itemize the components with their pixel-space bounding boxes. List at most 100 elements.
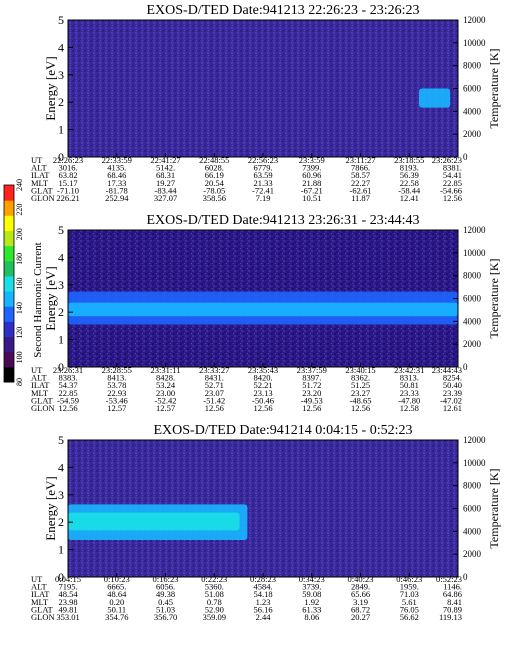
y-tick-label: 3 [58,488,64,502]
info-cell: 50.11 [107,604,126,614]
info-cell: 7195. [58,582,77,592]
info-cell: 22.93 [107,388,126,398]
y-right-axis-label: Temperature [K] [487,258,501,338]
info-cell: -47.80 [398,395,420,405]
info-cell: 60.96 [302,170,321,180]
info-cell: 17.33 [107,178,126,188]
spectrogram-band [68,512,240,531]
colorbar-tick-label: 80 [15,378,24,386]
info-cell: 8381. [443,163,462,173]
info-cell: 20.54 [205,178,225,188]
info-cell: 0:28:23 [250,574,276,584]
info-cell: 12.56 [351,403,370,413]
info-cell: 61.33 [302,604,321,614]
y-right-tick-label: 12000 [463,15,486,25]
info-cell: 2849. [351,582,370,592]
y-right-tick-label: 2000 [463,129,482,139]
y-right-axis-label: Temperature [K] [487,48,501,128]
info-cell: 8428. [156,373,175,383]
y-axis-label: Energy [eV] [43,476,58,540]
panel-title: EXOS-D/TED Date:941214 0:04:15 - 0:52:23 [154,423,413,438]
info-cell: -48.65 [350,395,372,405]
info-row-label: ILAT [31,589,50,599]
colorbar-ticks: 240 220 200 180 160 140 120 100 80 [15,179,24,386]
info-cell: 23:35:43 [248,365,278,375]
colorbar-cell [4,321,14,338]
info-cell: 59.08 [302,589,321,599]
colorbar-tick-label: 140 [15,302,24,314]
info-cell: 22:48:55 [199,155,229,165]
info-cell: 7866. [351,163,370,173]
info-cell: 8413. [107,373,126,383]
colorbar-cell [4,351,14,368]
info-cell: 8383. [58,373,77,383]
colorbar-cell [4,260,14,277]
info-cell: 23:18:55 [394,155,424,165]
info-cell: 23:31:11 [151,365,181,375]
info-cell: 12.57 [107,403,126,413]
info-cell: 12.41 [400,193,419,203]
info-cell: 64.86 [443,589,462,599]
y-right-tick-label: 10000 [463,248,486,258]
y-right-tick-label: 8000 [463,61,482,71]
info-cell: 8397. [302,373,321,383]
info-cell: 12.56 [302,403,321,413]
colorbar-label: Second Harmonic Current [32,242,44,357]
info-cell: 56.16 [253,604,272,614]
info-cell: 12.56 [253,403,272,413]
info-cell: 22.85 [58,388,77,398]
colorbar-tick-label: 240 [15,179,24,191]
panels: EXOS-D/TED Date:941213 22:26:23 - 23:26:… [31,3,501,622]
info-cell: 56.39 [400,170,419,180]
y-right-tick-label: 0 [463,572,468,582]
info-cell: 52.21 [253,380,272,390]
info-cell: -72.41 [252,185,274,195]
info-row-label: ILAT [31,380,50,390]
info-cell: 23:26:23 [432,155,462,165]
info-cell: 65.66 [351,589,370,599]
info-cell: 0:40:23 [348,574,374,584]
info-cell: 12.56 [205,403,224,413]
info-cell: -71.10 [57,185,79,195]
info-cell: 8431. [205,373,224,383]
y-tick-label: 3 [58,68,64,82]
info-cell: 23.33 [400,388,419,398]
y-tick-label: 1 [58,123,64,137]
colorbar: 240 220 200 180 160 140 120 100 80 Second Harmon… [3,179,44,386]
info-cell: 63.82 [58,170,77,180]
info-cell: -62.61 [350,185,372,195]
info-cell: 3.19 [353,597,368,607]
info-cell: 356.70 [154,612,177,622]
colorbar-cell [4,275,14,292]
info-row-label: UT [31,365,43,375]
info-cell: 8420. [253,373,272,383]
colorbar-tick-label: 120 [15,327,24,339]
info-row-label: ALT [31,373,48,383]
info-cell: 23.98 [58,597,77,607]
info-row-label: GLON [31,403,55,413]
info-row-label: MLT [31,178,49,188]
info-cell: 23:42:31 [394,365,424,375]
y-right-tick-label: 4000 [463,316,482,326]
colorbar-tick-label: 220 [15,204,24,216]
info-cell: 22:56:23 [248,155,278,165]
panel-title: EXOS-D/TED Date:941213 22:26:23 - 23:26:… [147,3,420,18]
info-cell: 0.45 [158,597,173,607]
info-cell: 1.92 [304,597,319,607]
info-cell: -81.78 [106,185,128,195]
y-tick-label: 5 [58,433,64,447]
spectrogram-panel: EXOS-D/TED Date:941213 22:26:23 - 23:26:… [31,3,501,203]
info-cell: 54.37 [58,380,77,390]
y-right-tick-label: 6000 [463,504,482,514]
colorbar-cell [4,366,14,383]
info-cell: 2.44 [256,612,272,622]
y-tick-label: 2 [58,515,64,529]
y-tick-label: 1 [58,333,64,347]
info-cell: 0:10:23 [104,574,130,584]
info-cell: 54.41 [443,170,462,180]
info-cell: 70.89 [443,604,462,614]
info-row-label: ALT [31,582,48,592]
y-tick-label: 0 [58,570,64,584]
y-right-tick-label: 4000 [463,106,482,116]
